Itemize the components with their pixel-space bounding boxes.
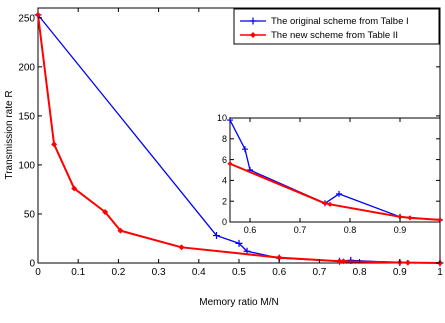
- legend-label-original: The original scheme from Talbe I: [271, 16, 409, 27]
- main-x-tick-label: 1: [437, 267, 443, 278]
- inset-y-tick-label: 4: [222, 176, 227, 186]
- inset-series-line-1: [229, 162, 441, 221]
- inset-x-tick-label: 0.6: [244, 225, 257, 235]
- inset-data-point: [407, 215, 413, 221]
- inset-y-tick-label: 6: [222, 155, 227, 165]
- legend-marker-original: [249, 17, 257, 25]
- legend-marker-new: [250, 32, 256, 38]
- inset-data-point: [437, 217, 443, 223]
- inset-x-tick-label: 0.7: [294, 225, 307, 235]
- main-x-tick-label: 0.8: [353, 267, 367, 278]
- inset-data-point: [242, 146, 248, 153]
- main-x-tick-label: 0.7: [312, 267, 326, 278]
- main-data-point: [71, 185, 78, 192]
- main-x-tick-label: 0: [35, 267, 41, 278]
- inset-y-tick-label: 10: [217, 113, 227, 123]
- main-y-tick-label: 100: [18, 160, 35, 171]
- main-data-point: [117, 227, 124, 234]
- main-x-tick-label: 0.1: [71, 267, 85, 278]
- main-data-point: [340, 258, 347, 265]
- x-axis-label: Memory ratio M/N: [199, 297, 278, 308]
- legend: The original scheme from Talbe I The new…: [233, 8, 440, 45]
- main-y-tick-label: 50: [24, 209, 36, 220]
- inset-data-point: [322, 200, 328, 206]
- inset-y-tick-label: 0: [222, 217, 227, 227]
- main-y-tick-label: 0: [29, 259, 35, 270]
- main-data-point: [35, 11, 41, 18]
- main-data-point: [404, 259, 411, 266]
- inset-data-point: [227, 161, 233, 167]
- inset-y-tick-label: 2: [222, 196, 227, 206]
- main-data-point: [102, 209, 109, 215]
- main-y-tick-label: 150: [18, 111, 35, 122]
- legend-box: [233, 8, 440, 45]
- main-data-point: [178, 244, 185, 251]
- main-data-point: [235, 239, 243, 247]
- main-x-tick-label: 0.3: [152, 267, 166, 278]
- inset-x-tick-label: 0.8: [344, 225, 357, 235]
- inset-plot-area: [229, 117, 441, 223]
- main-data-point: [212, 232, 220, 240]
- legend-label-new: The new scheme from Table II: [271, 30, 398, 41]
- inset-y-tick-label: 8: [222, 134, 227, 144]
- inset-data-point: [327, 201, 333, 207]
- main-x-tick-label: 0.6: [272, 267, 286, 278]
- main-x-tick-label: 0.5: [232, 267, 246, 278]
- y-axis-label: Transmission rate R: [4, 90, 15, 179]
- main-data-point: [347, 256, 355, 264]
- main-y-tick-label: 200: [18, 62, 35, 73]
- inset-tick-layer: 0.6 0.7 0.8 0.9 0 2 4 6 8 10: [217, 113, 440, 235]
- inset-data-point: [397, 214, 403, 220]
- inset-x-tick-label: 0.9: [394, 225, 407, 235]
- main-data-point: [336, 258, 343, 265]
- inset-series-layer: [227, 117, 443, 223]
- inset-data-point: [336, 190, 342, 197]
- main-x-tick-label: 0.2: [111, 267, 125, 278]
- main-data-point: [276, 254, 283, 261]
- main-x-tick-label: 0.4: [192, 267, 206, 278]
- main-data-point: [51, 141, 58, 148]
- main-x-tick-label: 0.9: [393, 267, 407, 278]
- main-tick-layer: 0 0.1 0.2 0.3 0.4 0.5 0.6 0.7 0.8 0.9 105010015020…: [18, 8, 443, 278]
- main-y-tick-label: 250: [18, 13, 35, 24]
